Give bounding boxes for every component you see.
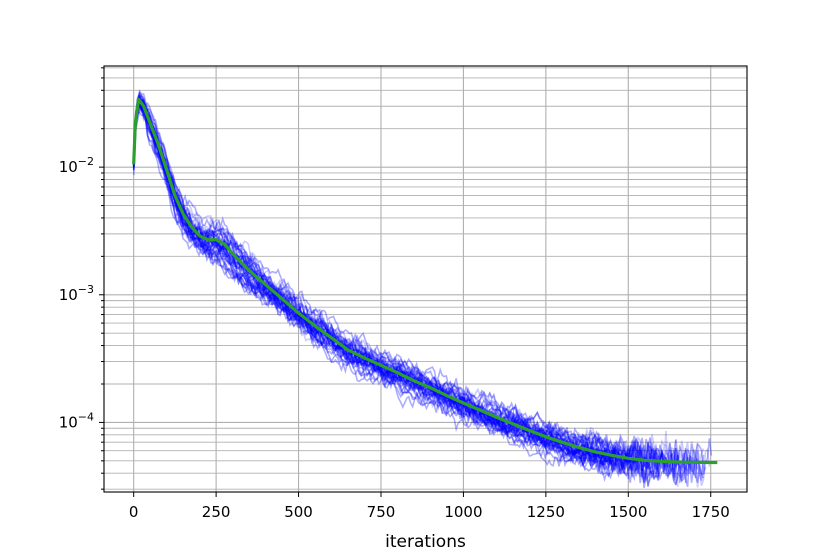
run-line bbox=[132, 99, 612, 478]
run-line bbox=[132, 101, 713, 483]
mean-line-group bbox=[132, 97, 718, 465]
run-line bbox=[132, 94, 653, 465]
run-line bbox=[132, 90, 711, 488]
run-line bbox=[132, 93, 617, 457]
run-line bbox=[132, 102, 647, 476]
plot-frame bbox=[103, 65, 748, 493]
x-tick-label: 1750 bbox=[692, 503, 730, 521]
run-line bbox=[132, 99, 677, 467]
run-line bbox=[132, 97, 604, 447]
run-line bbox=[132, 102, 602, 474]
run-line bbox=[132, 105, 639, 483]
run-line bbox=[132, 98, 608, 466]
run-line bbox=[132, 95, 614, 473]
run-line bbox=[132, 99, 665, 473]
run-line bbox=[132, 97, 679, 487]
x-tick-label: 500 bbox=[284, 503, 313, 521]
run-line bbox=[132, 97, 639, 473]
y-tick-label: 10−4 bbox=[59, 410, 94, 431]
run-line bbox=[132, 104, 627, 470]
run-line bbox=[132, 96, 657, 475]
run-line bbox=[132, 100, 614, 473]
run-line bbox=[132, 101, 653, 483]
run-line bbox=[132, 100, 705, 478]
run-line bbox=[132, 89, 679, 486]
x-tick-label: 0 bbox=[129, 503, 139, 521]
x-tick-label: 1500 bbox=[609, 503, 647, 521]
run-line bbox=[132, 103, 618, 468]
run-line bbox=[132, 96, 659, 474]
run-line bbox=[132, 95, 641, 473]
x-tick-label: 750 bbox=[367, 503, 396, 521]
run-line bbox=[132, 94, 622, 467]
run-line bbox=[132, 98, 604, 471]
y-tick-label: 10−3 bbox=[59, 283, 94, 304]
x-tick-label: 1250 bbox=[527, 503, 565, 521]
run-line bbox=[132, 103, 663, 465]
run-line bbox=[132, 91, 621, 463]
run-line bbox=[132, 103, 663, 478]
x-tick-label: 250 bbox=[202, 503, 231, 521]
axis-ticks: 0 250 500 750 1000 1250 1500 1750 10−4 10−3 10−2 bbox=[59, 67, 730, 521]
grid bbox=[104, 66, 747, 492]
y-tick-label: 10−2 bbox=[59, 155, 94, 176]
run-line bbox=[132, 98, 689, 487]
run-line bbox=[132, 99, 621, 463]
mean-line bbox=[132, 97, 718, 465]
run-line bbox=[132, 103, 699, 484]
run-line bbox=[132, 100, 631, 464]
x-tick-label: 1000 bbox=[444, 503, 482, 521]
x-axis-label: iterations bbox=[385, 532, 466, 552]
run-line bbox=[132, 97, 705, 488]
